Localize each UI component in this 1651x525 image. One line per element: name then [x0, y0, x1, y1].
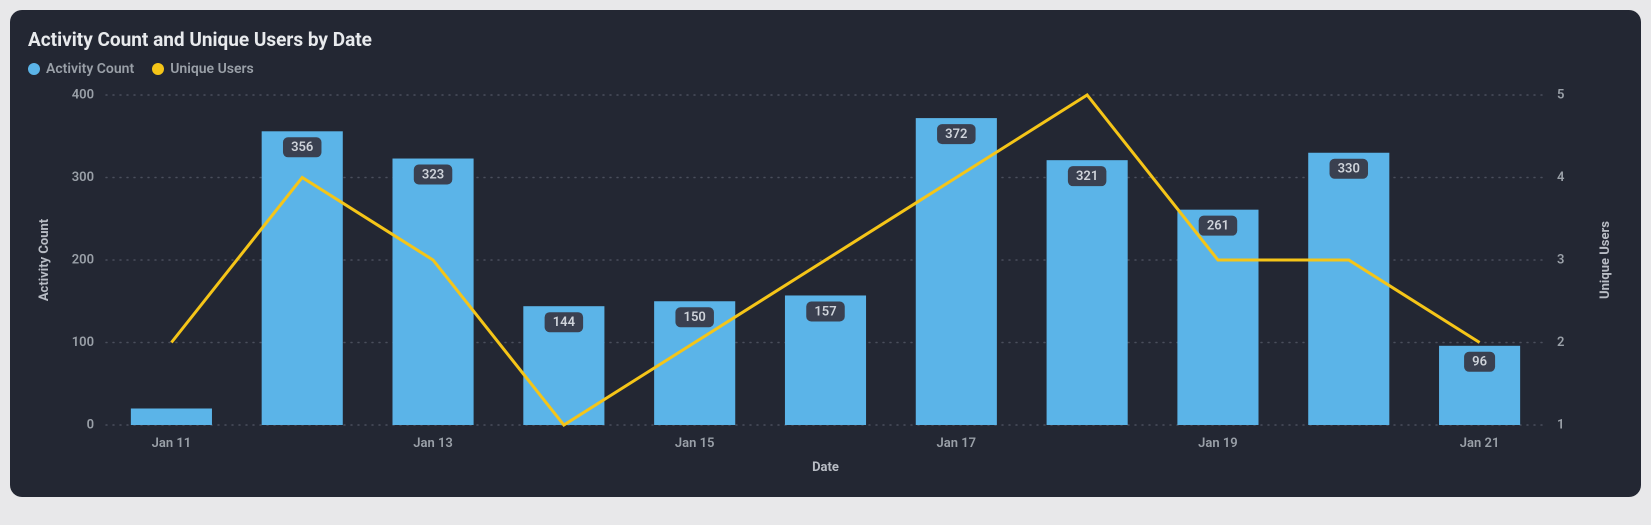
x-tick-label: Jan 15 — [675, 436, 715, 451]
bar-value-label: 150 — [684, 310, 706, 325]
legend-label-unique-users: Unique Users — [170, 61, 254, 77]
bar[interactable] — [392, 159, 473, 425]
x-tick-label: Jan 19 — [1198, 436, 1238, 451]
bar[interactable] — [131, 409, 212, 426]
bar-value-label: 321 — [1076, 169, 1098, 184]
y-right-tick-label: 5 — [1557, 87, 1564, 102]
bar-value-label: 261 — [1207, 219, 1229, 234]
y-left-tick-label: 300 — [72, 170, 94, 185]
x-axis-label: Date — [812, 460, 839, 475]
chart-plot-area: 0 100 200 300 400 1 2 3 4 5 356 323 144 150 157 372 321 2… — [28, 85, 1623, 485]
bar-value-label: 372 — [945, 127, 967, 142]
x-tick-label: Jan 11 — [152, 436, 192, 451]
bar-value-label: 144 — [553, 315, 576, 330]
x-tick-label: Jan 21 — [1460, 436, 1500, 451]
legend: Activity Count Unique Users — [28, 61, 1623, 77]
bar[interactable] — [262, 131, 343, 425]
y-right-tick-label: 1 — [1557, 417, 1564, 432]
bar-value-label: 157 — [814, 304, 836, 319]
y-left-tick-label: 200 — [72, 252, 94, 267]
y-left-tick-label: 0 — [87, 417, 94, 432]
bar[interactable] — [1308, 153, 1389, 425]
y-left-tick-label: 100 — [72, 335, 94, 350]
legend-item-activity-count[interactable]: Activity Count — [28, 61, 134, 77]
legend-dot-unique-users — [152, 63, 164, 75]
bar[interactable] — [1047, 160, 1128, 425]
x-tick-label: Jan 17 — [937, 436, 977, 451]
bar-value-label: 356 — [291, 140, 313, 155]
chart-title: Activity Count and Unique Users by Date — [28, 28, 1623, 51]
y-left-axis-label: Activity Count — [37, 218, 52, 301]
chart-svg: 0 100 200 300 400 1 2 3 4 5 356 323 144 150 157 372 321 2… — [28, 85, 1623, 485]
chart-card: Activity Count and Unique Users by Date … — [10, 10, 1641, 497]
bar-value-label: 330 — [1338, 162, 1360, 177]
y-right-tick-label: 2 — [1557, 335, 1564, 350]
y-right-axis-label: Unique Users — [1598, 221, 1613, 299]
y-right-tick-label: 4 — [1557, 170, 1565, 185]
y-right-tick-label: 3 — [1557, 252, 1564, 267]
bar-value-label: 96 — [1472, 355, 1487, 370]
x-tick-label: Jan 13 — [413, 436, 453, 451]
bar[interactable] — [1177, 210, 1258, 425]
bar-value-label: 323 — [422, 167, 444, 182]
legend-dot-activity-count — [28, 63, 40, 75]
legend-item-unique-users[interactable]: Unique Users — [152, 61, 254, 77]
legend-label-activity-count: Activity Count — [46, 61, 134, 77]
y-left-tick-label: 400 — [72, 87, 94, 102]
bar[interactable] — [916, 118, 997, 425]
